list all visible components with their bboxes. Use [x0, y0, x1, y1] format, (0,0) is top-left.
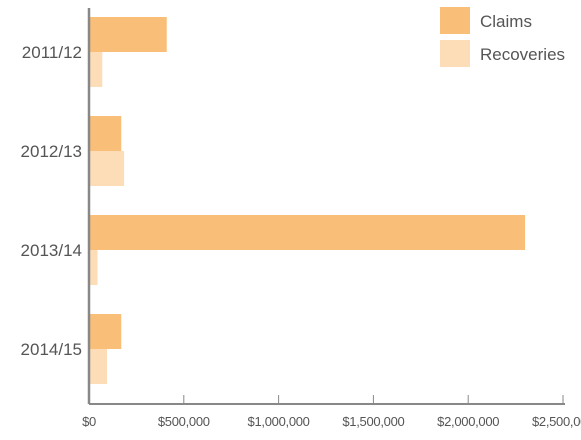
bar-claims-2012-13 [89, 116, 122, 151]
legend-label-recoveries: Recoveries [480, 45, 565, 64]
x-axis-ticks: $0 $500,000 $1,000,000 $1,500,000 $2,000,000… [82, 395, 581, 429]
bar-recoveries-2013-14 [89, 250, 98, 285]
legend: Claims Recoveries [440, 7, 565, 67]
bar-claims-2013-14 [89, 215, 526, 250]
bar-recoveries-2012-13 [89, 151, 125, 186]
y-tick-label-2012-13: 2012/13 [21, 142, 82, 161]
y-tick-label-2013-14: 2013/14 [21, 241, 82, 260]
x-tick-label-2: $1,000,000 [248, 414, 310, 429]
legend-swatch-claims [440, 7, 470, 34]
legend-swatch-recoveries [440, 40, 470, 67]
bar-claims-2014-15 [89, 314, 122, 349]
bar-claims-2011-12 [89, 17, 167, 52]
bar-recoveries-2014-15 [89, 349, 108, 384]
x-tick-label-3: $1,500,000 [342, 414, 404, 429]
y-tick-label-2014-15: 2014/15 [21, 340, 82, 359]
bars-group [89, 17, 526, 384]
y-tick-label-2011-12: 2011/12 [22, 43, 82, 62]
category-labels: 2011/12 2012/13 2013/14 2014/15 [21, 43, 82, 359]
x-tick-label-1: $500,000 [158, 414, 210, 429]
bar-recoveries-2011-12 [89, 52, 103, 87]
x-tick-label-0: $0 [82, 414, 96, 429]
legend-label-claims: Claims [480, 12, 532, 31]
x-tick-label-5: $2,500,000 [532, 414, 581, 429]
x-tick-label-4: $2,000,000 [437, 414, 499, 429]
